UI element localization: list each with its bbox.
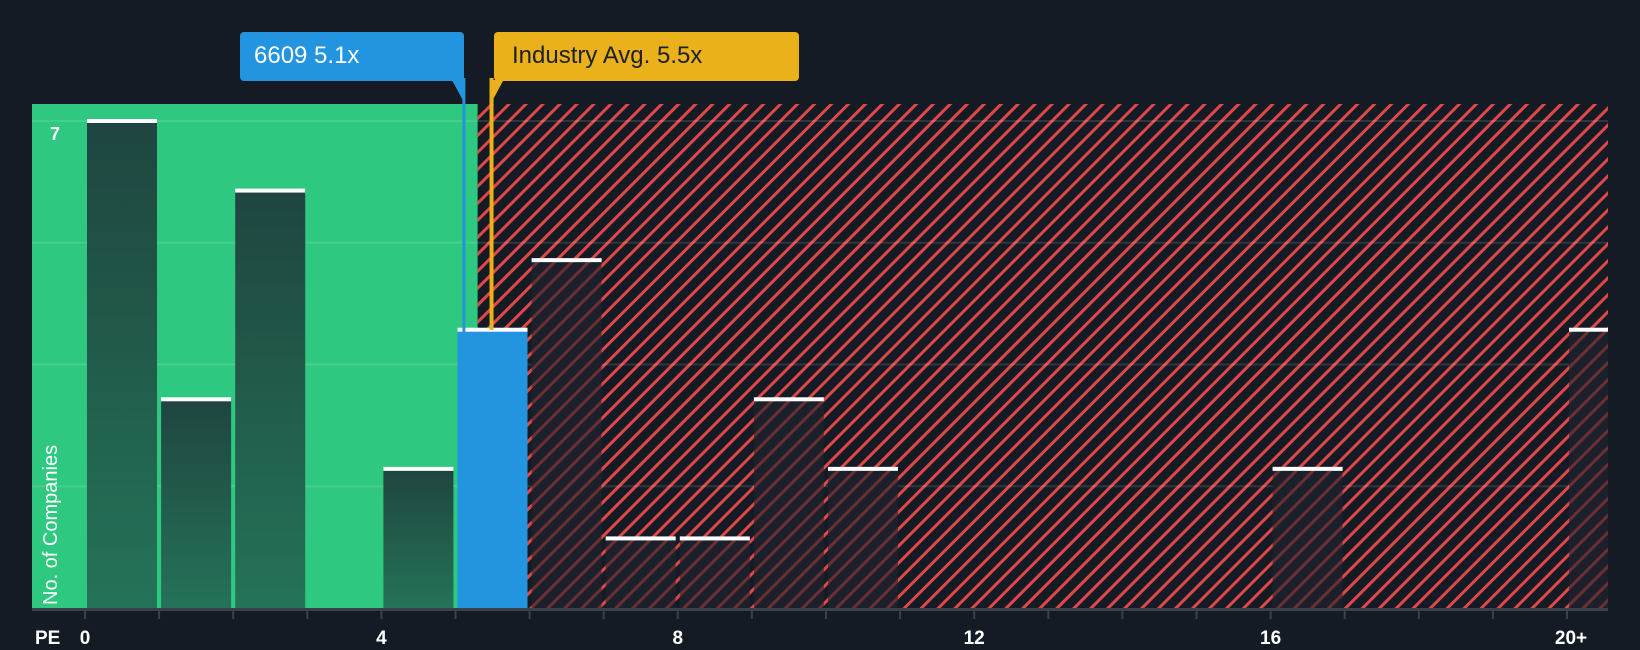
x-tick-label: 0 — [79, 628, 91, 649]
bar-cap — [87, 119, 157, 123]
industry-avg-label: Industry Avg. 5.5x — [512, 42, 703, 69]
x-tick-mark — [306, 608, 309, 619]
x-tick-mark — [84, 608, 86, 619]
histogram-bar — [383, 468, 454, 608]
histogram-bar — [235, 190, 306, 609]
y-axis-label: No. of Companies — [40, 444, 62, 605]
bar-cap — [1569, 327, 1608, 332]
histogram-bar — [605, 538, 676, 608]
x-axis-label: PE — [35, 628, 61, 649]
x-tick-mark — [1566, 608, 1568, 619]
x-tick-mark — [1269, 608, 1272, 619]
y-axis-top-tick: 7 — [50, 124, 61, 144]
x-tick-mark — [750, 608, 753, 619]
x-tick-mark — [973, 608, 976, 619]
x-tick-label: 8 — [672, 628, 684, 649]
bar-cap — [679, 536, 750, 541]
x-tick-mark — [1047, 608, 1050, 619]
histogram-bar — [753, 399, 824, 608]
x-tick-label: 4 — [376, 628, 387, 649]
x-tick-mark — [158, 608, 161, 619]
x-tick-mark — [232, 608, 235, 619]
company-callout-pointer — [451, 80, 465, 104]
histogram-bar — [1272, 468, 1343, 608]
company-pe-label: 6609 5.1x — [254, 42, 360, 69]
company-pe-callout: 6609 5.1x — [240, 32, 464, 81]
histogram-bar — [531, 260, 602, 608]
x-tick-mark — [899, 608, 902, 619]
x-tick-label: 20+ — [1554, 628, 1588, 649]
x-tick-label: 16 — [1260, 628, 1282, 649]
histogram-bar — [679, 538, 750, 608]
histogram-bar — [828, 468, 898, 608]
bar-cap — [1272, 466, 1343, 471]
x-tick-mark — [1121, 608, 1124, 619]
bar-cap — [531, 258, 602, 263]
bar-cap — [235, 188, 306, 193]
histogram-bar — [161, 399, 232, 608]
x-tick-mark — [454, 608, 457, 619]
bar-cap — [161, 397, 232, 402]
bar-cap — [753, 397, 824, 402]
bar-cap — [605, 536, 676, 541]
x-tick-mark — [1195, 608, 1198, 619]
company-pe-marker-line — [462, 78, 466, 608]
x-tick-mark — [676, 608, 679, 619]
histogram-bar — [87, 121, 157, 608]
histogram-bar — [457, 329, 528, 608]
x-tick-mark — [380, 608, 383, 619]
x-tick-mark — [528, 608, 531, 619]
overvalued-zone — [477, 104, 1609, 608]
bar-cap — [383, 466, 454, 471]
x-tick-mark — [1343, 608, 1346, 619]
industry-callout-pointer — [489, 80, 504, 106]
industry-avg-marker-line — [489, 78, 494, 330]
bar-cap — [828, 466, 898, 471]
x-tick-label: 12 — [963, 628, 985, 649]
x-tick-mark — [1491, 608, 1494, 619]
x-axis-line — [32, 608, 1608, 611]
x-tick-mark — [602, 608, 605, 619]
x-tick-mark — [825, 608, 827, 619]
industry-avg-callout: Industry Avg. 5.5x — [494, 32, 799, 81]
histogram-bar — [1569, 329, 1608, 608]
x-tick-mark — [1417, 608, 1420, 619]
